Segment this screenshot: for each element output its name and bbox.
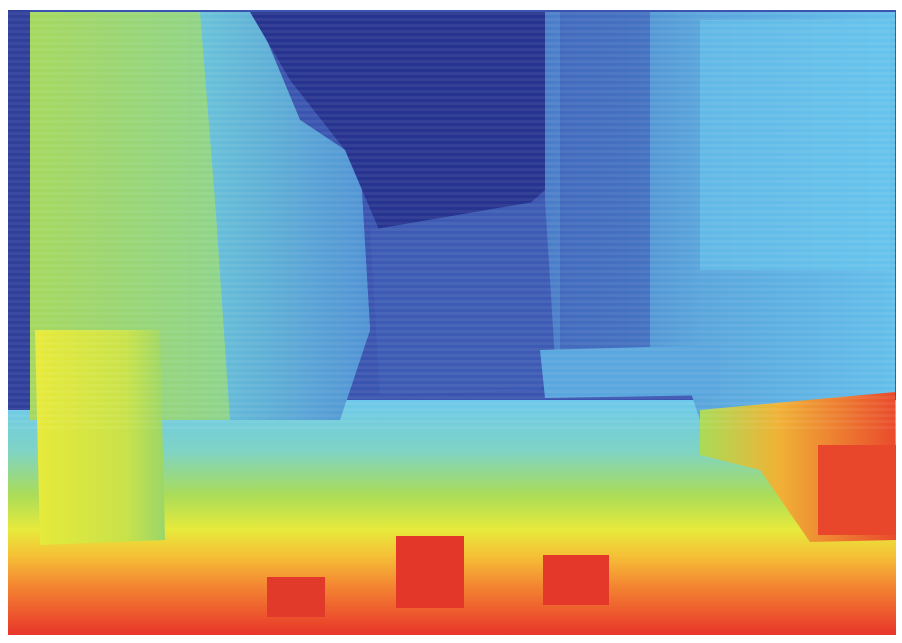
right-object-red-block [818, 445, 896, 535]
floor-object-right [543, 555, 609, 605]
floor-object-center [396, 536, 464, 608]
streak-overlay [8, 10, 896, 430]
floor-object-left [267, 577, 325, 617]
